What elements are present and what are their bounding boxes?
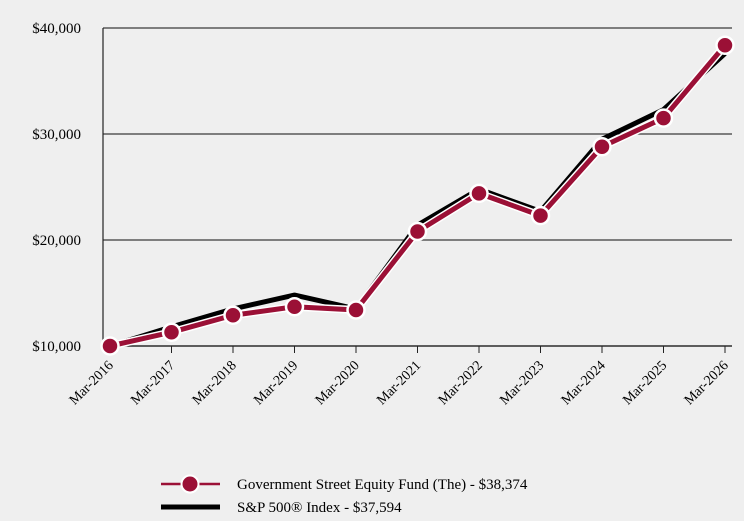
x-tick-label: Mar-2020 [313, 358, 363, 408]
x-tick-label: Mar-2022 [436, 358, 486, 408]
y-tick-label: $30,000 [32, 127, 81, 143]
x-tick-labels: Mar-2016 Mar-2017 Mar-2018 Mar-2019 Mar-2020… [67, 358, 732, 408]
y-tick-label: $40,000 [32, 21, 81, 37]
x-tick-label: Mar-2023 [497, 358, 547, 408]
legend-label: Government Street Equity Fund (The) - $3… [237, 477, 528, 493]
data-point-marker [284, 297, 305, 317]
x-tick-label: Mar-2021 [374, 358, 424, 408]
data-point-marker [346, 300, 366, 320]
gridlines [103, 27, 732, 347]
x-tick-label: Mar-2026 [682, 358, 732, 408]
data-point-marker [530, 205, 551, 226]
y-tick-label: $20,000 [32, 233, 81, 249]
data-point-marker [161, 322, 182, 342]
y-tick-labels: $10,000 $20,000 $30,000 $40,000 [32, 21, 81, 355]
x-tick-label: Mar-2017 [128, 358, 178, 408]
legend-swatch-marker [180, 474, 200, 494]
series-line-outline [109, 42, 729, 350]
data-point-marker [407, 221, 428, 242]
data-point-marker [653, 108, 674, 128]
x-tick-label: Mar-2025 [620, 358, 670, 408]
x-tick-label: Mar-2018 [190, 358, 240, 408]
data-point-marker [469, 183, 489, 204]
series-line-index [109, 51, 727, 349]
series-lines [109, 42, 729, 350]
data-point-marker [100, 336, 120, 356]
y-tick-label: $10,000 [32, 339, 81, 355]
x-tick-label: Mar-2019 [251, 358, 301, 408]
legend-label: S&P 500® Index - $37,594 [237, 500, 402, 516]
data-point-marker [223, 305, 243, 326]
series-markers [100, 35, 735, 356]
data-point-marker [592, 136, 612, 157]
data-point-marker [715, 35, 735, 55]
x-tick-label: Mar-2024 [559, 358, 609, 408]
legend: Government Street Equity Fund (The) - $3… [161, 474, 528, 516]
axes [102, 28, 732, 353]
series-line-fund [109, 43, 727, 349]
x-tick-label: Mar-2016 [67, 358, 117, 408]
